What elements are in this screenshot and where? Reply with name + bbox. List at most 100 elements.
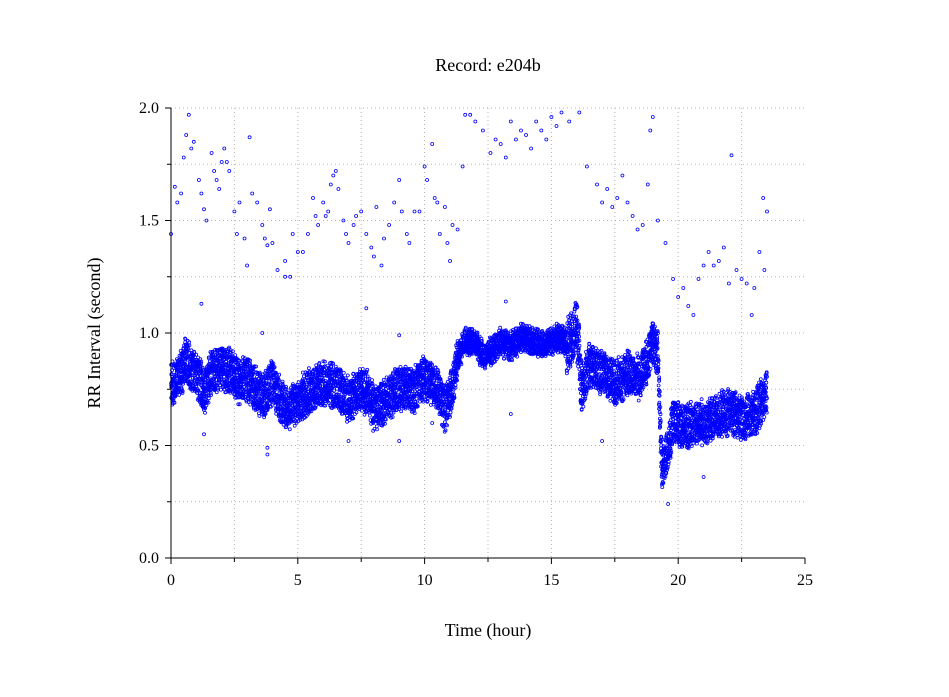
data-point — [192, 375, 197, 380]
data-point — [317, 381, 322, 386]
data-point — [448, 410, 453, 415]
data-point — [498, 325, 503, 330]
data-point — [184, 351, 189, 355]
data-point — [277, 401, 282, 406]
data-points — [169, 110, 769, 506]
data-point — [247, 363, 252, 368]
data-point — [214, 380, 219, 385]
data-point — [246, 383, 251, 388]
data-point — [177, 392, 182, 397]
data-point — [287, 427, 292, 432]
data-point — [289, 417, 294, 422]
data-point — [186, 346, 191, 351]
data-point — [262, 415, 267, 420]
data-point — [248, 361, 252, 366]
data-point — [185, 377, 190, 382]
data-point — [180, 391, 185, 395]
data-point — [264, 378, 269, 383]
data-point — [224, 390, 229, 395]
data-point — [323, 403, 328, 408]
data-point — [251, 369, 256, 373]
data-point — [391, 410, 396, 415]
data-point — [174, 374, 179, 379]
data-point — [271, 366, 276, 370]
data-point — [179, 387, 184, 392]
data-point — [317, 361, 322, 365]
data-point — [326, 400, 331, 405]
data-point — [204, 393, 209, 398]
data-point — [338, 369, 343, 373]
data-point — [272, 365, 277, 370]
data-point — [215, 386, 220, 391]
data-point — [254, 364, 259, 369]
data-point — [333, 364, 338, 369]
data-point — [243, 366, 248, 371]
data-point — [260, 399, 265, 404]
data-point — [367, 413, 372, 418]
data-point — [292, 423, 297, 428]
data-point — [269, 404, 273, 409]
data-point — [237, 402, 242, 407]
data-point — [288, 403, 293, 408]
data-point — [271, 361, 276, 366]
data-point — [332, 388, 336, 393]
data-point — [182, 361, 187, 366]
data-point — [172, 400, 177, 405]
data-point — [210, 350, 215, 355]
data-point — [218, 361, 223, 366]
data-point — [180, 389, 185, 394]
data-point — [221, 358, 226, 362]
data-point — [204, 389, 208, 394]
data-point — [302, 382, 307, 387]
data-point — [337, 394, 342, 399]
data-point — [249, 391, 254, 396]
data-point — [219, 374, 224, 379]
data-point — [294, 419, 299, 423]
data-point — [246, 378, 251, 383]
data-point — [291, 410, 296, 415]
data-point — [187, 343, 192, 348]
data-point — [345, 373, 350, 378]
data-point — [227, 345, 232, 350]
data-point — [199, 359, 204, 364]
data-point — [261, 372, 265, 377]
data-point — [338, 368, 343, 373]
data-point — [206, 400, 211, 405]
data-point — [203, 410, 207, 415]
data-point — [206, 371, 211, 376]
data-point — [204, 400, 209, 405]
data-point — [230, 349, 235, 354]
data-point — [176, 368, 181, 373]
data-point — [306, 366, 311, 371]
data-point — [324, 384, 329, 389]
data-point — [374, 424, 379, 429]
grid-lines — [171, 107, 805, 558]
data-point — [370, 378, 374, 383]
data-point — [304, 375, 309, 380]
data-point — [200, 397, 204, 402]
data-point — [198, 361, 203, 366]
data-point — [265, 408, 270, 412]
data-point — [307, 409, 312, 414]
data-point — [335, 374, 340, 379]
data-point — [329, 364, 334, 369]
data-point — [311, 377, 316, 382]
data-point — [298, 417, 303, 422]
data-point — [192, 350, 197, 355]
data-point — [284, 390, 289, 395]
data-point — [254, 392, 259, 396]
data-point — [209, 393, 213, 398]
data-point — [185, 355, 190, 360]
data-point — [266, 406, 270, 411]
data-point — [322, 359, 327, 364]
data-point — [280, 379, 285, 384]
data-point — [198, 363, 203, 368]
data-point — [341, 370, 346, 375]
data-point — [188, 368, 193, 373]
data-point — [208, 391, 213, 396]
data-point — [338, 380, 343, 385]
data-point — [284, 425, 289, 429]
data-point — [231, 364, 236, 369]
data-point — [281, 383, 285, 388]
